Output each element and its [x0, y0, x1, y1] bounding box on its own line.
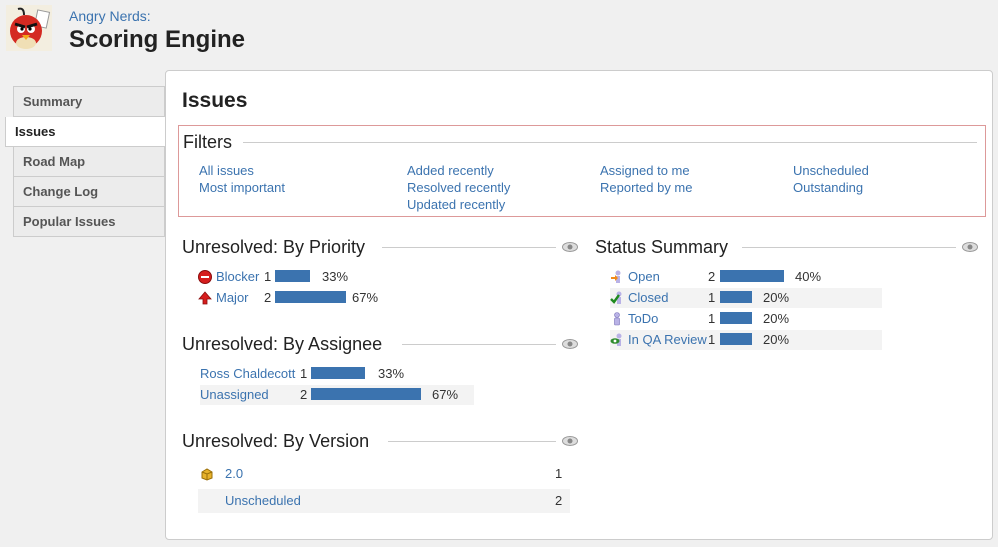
- filters-column-2: Added recently Resolved recently Updated…: [407, 162, 510, 213]
- eye-icon[interactable]: [562, 339, 578, 349]
- nav-item-popular-issues[interactable]: Popular Issues: [13, 207, 165, 237]
- priority-blocker-percent: 33%: [322, 269, 349, 284]
- priority-blocker-count: 1: [264, 269, 272, 284]
- status-todo-link[interactable]: ToDo: [628, 311, 659, 326]
- priority-row-major: Major 2 67%: [198, 288, 398, 308]
- status-todo-count: 1: [708, 311, 716, 326]
- status-row-closed: Closed 1 20%: [610, 288, 882, 308]
- priority-blocker-bar: [275, 270, 310, 282]
- assignee-unassigned-link[interactable]: Unassigned: [200, 387, 269, 402]
- status-row-open: Open 2 40%: [610, 267, 882, 287]
- filters-heading: Filters: [183, 132, 232, 152]
- status-qa-review-link[interactable]: In QA Review: [628, 332, 707, 347]
- filters-box: Filters All issues Most important Added …: [178, 125, 986, 217]
- assignee-unassigned-bar: [311, 388, 421, 400]
- open-status-icon: [611, 270, 621, 283]
- assignee-unassigned-percent: 67%: [432, 387, 459, 402]
- status-qa-review-bar: [720, 333, 752, 345]
- eye-icon[interactable]: [962, 242, 978, 252]
- status-todo-bar: [720, 312, 752, 324]
- status-closed-bar: [720, 291, 752, 303]
- by-version-heading: Unresolved: By Version: [182, 431, 370, 451]
- main-panel: Issues Filters All issues Most important…: [165, 70, 993, 540]
- filter-unscheduled-link[interactable]: Unscheduled: [793, 163, 869, 178]
- version-package-icon: [201, 468, 213, 481]
- assignee-row-unassigned: Unassigned 2 67%: [200, 385, 474, 405]
- filter-added-recently-link[interactable]: Added recently: [407, 163, 494, 178]
- by-version-divider: [388, 441, 556, 442]
- project-title: Scoring Engine: [69, 26, 246, 53]
- status-row-todo: ToDo 1 20%: [610, 309, 882, 329]
- filter-resolved-recently-link[interactable]: Resolved recently: [407, 180, 511, 195]
- status-todo-percent: 20%: [763, 311, 790, 326]
- priority-major-percent: 67%: [352, 290, 379, 305]
- project-category-link[interactable]: Angry Nerds:: [69, 8, 151, 24]
- status-closed-percent: 20%: [763, 290, 790, 305]
- filter-reported-by-me-link[interactable]: Reported by me: [600, 180, 693, 195]
- major-priority-icon: [198, 291, 212, 305]
- version-unscheduled-link[interactable]: Unscheduled: [225, 493, 301, 508]
- priority-major-bar: [275, 291, 346, 303]
- status-closed-count: 1: [708, 290, 716, 305]
- assignee-unassigned-count: 2: [300, 387, 308, 402]
- nav-item-change-log[interactable]: Change Log: [13, 177, 165, 207]
- by-assignee-divider: [402, 344, 556, 345]
- page-title: Issues: [182, 89, 248, 112]
- status-open-link[interactable]: Open: [628, 269, 660, 284]
- status-summary-divider: [742, 247, 956, 248]
- priority-row-blocker: Blocker 1 33%: [198, 267, 398, 287]
- priority-major-count: 2: [264, 290, 272, 305]
- filters-column-1: All issues Most important: [199, 162, 285, 196]
- project-logo-icon: [6, 5, 52, 51]
- nav-item-issues[interactable]: Issues: [5, 117, 167, 147]
- assignee-ross-bar: [311, 367, 365, 379]
- status-open-percent: 40%: [795, 269, 822, 284]
- assignee-ross-count: 1: [300, 366, 308, 381]
- eye-icon[interactable]: [562, 242, 578, 252]
- status-qa-review-count: 1: [708, 332, 716, 347]
- status-closed-link[interactable]: Closed: [628, 290, 669, 305]
- priority-major-link[interactable]: Major: [216, 290, 249, 305]
- filter-assigned-to-me-link[interactable]: Assigned to me: [600, 163, 690, 178]
- priority-blocker-link[interactable]: Blocker: [216, 269, 260, 284]
- version-2-0-count: 1: [555, 466, 563, 481]
- version-row-2-0: 2.0 1: [198, 464, 570, 484]
- filter-updated-recently-link[interactable]: Updated recently: [407, 197, 506, 212]
- filters-divider: [243, 142, 977, 143]
- filter-most-important-link[interactable]: Most important: [199, 180, 285, 195]
- status-open-count: 2: [708, 269, 716, 284]
- assignee-ross-link[interactable]: Ross Chaldecott: [200, 366, 296, 381]
- blocker-priority-icon: [198, 270, 212, 284]
- filter-outstanding-link[interactable]: Outstanding: [793, 180, 864, 195]
- by-assignee-heading: Unresolved: By Assignee: [182, 334, 383, 354]
- nav-item-summary[interactable]: Summary: [13, 86, 165, 117]
- status-summary-heading: Status Summary: [595, 237, 729, 257]
- by-priority-heading: Unresolved: By Priority: [182, 237, 366, 257]
- filters-column-3: Assigned to me Reported by me: [600, 162, 693, 196]
- filter-all-issues-link[interactable]: All issues: [199, 163, 254, 178]
- assignee-row-ross: Ross Chaldecott 1 33%: [200, 364, 474, 384]
- version-row-unscheduled: Unscheduled 2: [198, 489, 570, 513]
- version-2-0-link[interactable]: 2.0: [225, 466, 244, 481]
- assignee-ross-percent: 33%: [378, 366, 405, 381]
- by-priority-divider: [382, 247, 556, 248]
- closed-status-icon: [610, 291, 622, 304]
- eye-icon[interactable]: [562, 436, 578, 446]
- status-open-bar: [720, 270, 784, 282]
- nav-item-road-map[interactable]: Road Map: [13, 147, 165, 177]
- qa-review-status-icon: [610, 333, 622, 346]
- status-row-qa-review: In QA Review 1 20%: [610, 330, 882, 350]
- todo-status-icon: [614, 312, 620, 326]
- version-unscheduled-count: 2: [555, 493, 563, 508]
- project-nav: Summary Issues Road Map Change Log Popul…: [5, 86, 167, 237]
- status-qa-review-percent: 20%: [763, 332, 790, 347]
- filters-column-4: Unscheduled Outstanding: [793, 162, 869, 196]
